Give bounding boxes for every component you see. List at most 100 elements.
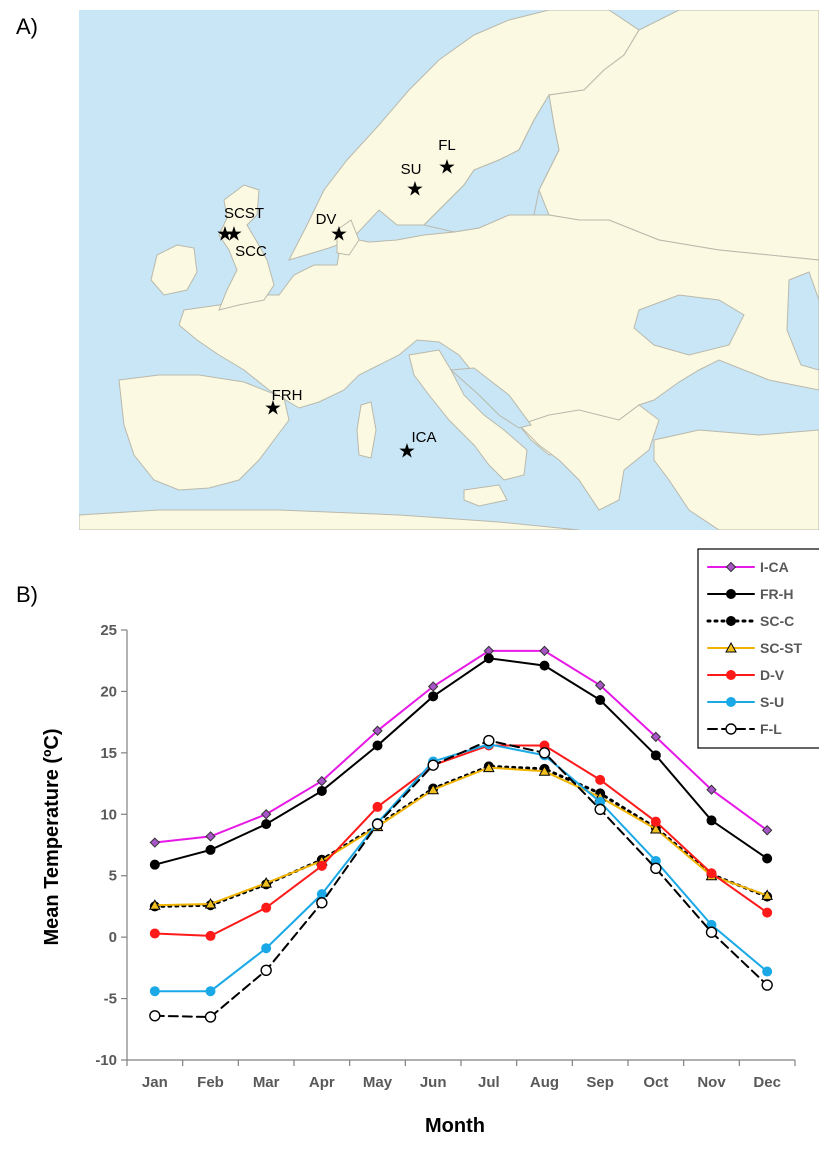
series-line bbox=[153, 766, 769, 907]
data-point bbox=[205, 844, 216, 855]
series-f-l bbox=[149, 734, 773, 1023]
inland-seas bbox=[423, 93, 819, 429]
data-point bbox=[539, 645, 550, 657]
data-point bbox=[316, 860, 327, 871]
site-marker-su: ★ bbox=[406, 178, 424, 200]
data-point bbox=[148, 899, 161, 910]
land-sardinia bbox=[356, 401, 377, 459]
data-point bbox=[762, 907, 773, 918]
data-point bbox=[726, 670, 736, 680]
series-d-v bbox=[149, 740, 773, 941]
x-tick-label: Nov bbox=[697, 1074, 726, 1091]
chart-series bbox=[148, 645, 774, 1023]
sea-baltic bbox=[423, 93, 560, 233]
data-point bbox=[762, 853, 773, 864]
data-point bbox=[204, 1011, 217, 1023]
data-point bbox=[706, 815, 717, 826]
land-balkans bbox=[518, 404, 660, 511]
data-point bbox=[594, 803, 606, 816]
x-tick-label: Sep bbox=[586, 1074, 614, 1091]
land-italy bbox=[408, 349, 528, 481]
y-axis-label: Mean Temperature (ºC) bbox=[41, 729, 63, 946]
y-tick-label: 15 bbox=[100, 745, 117, 762]
data-point bbox=[726, 589, 736, 599]
x-tick-label: May bbox=[363, 1074, 393, 1091]
series-line bbox=[153, 739, 769, 1019]
legend-entry: F-L bbox=[707, 721, 782, 737]
site-label-su: SU bbox=[401, 161, 422, 178]
legend-entry: D-V bbox=[707, 667, 785, 683]
data-point bbox=[372, 740, 383, 751]
legend-label: D-V bbox=[760, 667, 785, 683]
data-point bbox=[261, 943, 272, 954]
x-tick-label: Mar bbox=[253, 1074, 280, 1091]
site-label-dv: DV bbox=[316, 211, 337, 228]
panel-a-label: A) bbox=[16, 14, 38, 39]
series-fr-h bbox=[149, 653, 773, 870]
europe-map-svg: ★ FL ★ SU ★ DV ★ ★ SCST SCC ★ FRH ★ ICA bbox=[78, 9, 819, 531]
data-point bbox=[725, 641, 737, 653]
legend-label: FR-H bbox=[760, 586, 793, 602]
data-point bbox=[260, 964, 272, 977]
y-tick-label: -10 bbox=[95, 1052, 117, 1069]
legend-label: SC-C bbox=[760, 613, 794, 629]
y-tick-label: 10 bbox=[100, 806, 117, 823]
data-point bbox=[260, 809, 272, 820]
data-point bbox=[371, 818, 384, 830]
x-tick-label: Jan bbox=[142, 1074, 168, 1091]
land-iberia bbox=[118, 374, 290, 491]
series-line bbox=[153, 744, 769, 937]
legend-entry: SC-C bbox=[706, 613, 794, 629]
data-point bbox=[725, 561, 737, 573]
site-label-ica: ICA bbox=[411, 429, 436, 446]
data-point bbox=[650, 731, 662, 743]
data-point bbox=[149, 859, 160, 870]
data-point bbox=[761, 889, 774, 900]
y-tick-label: 5 bbox=[109, 868, 117, 885]
data-point bbox=[705, 926, 718, 938]
sea-caspian bbox=[786, 271, 819, 371]
x-tick-label: Feb bbox=[197, 1074, 224, 1091]
legend-label: SC-ST bbox=[760, 640, 802, 656]
data-point bbox=[538, 765, 551, 776]
land-ireland bbox=[150, 244, 198, 296]
sea-black bbox=[633, 294, 745, 356]
data-point bbox=[316, 897, 328, 909]
data-point bbox=[149, 1010, 161, 1022]
land-great-britain bbox=[218, 184, 275, 311]
legend-label: F-L bbox=[760, 721, 782, 737]
site-marker-dv: ★ bbox=[330, 223, 348, 245]
legend-entry: S-U bbox=[707, 694, 784, 710]
data-point bbox=[205, 986, 216, 997]
data-point bbox=[427, 681, 439, 692]
land-sicily bbox=[463, 484, 508, 507]
x-tick-label: Oct bbox=[643, 1074, 668, 1091]
series-line bbox=[153, 657, 769, 866]
data-point bbox=[372, 801, 383, 812]
site-marker-frh: ★ bbox=[264, 397, 282, 419]
y-tick-label: -5 bbox=[104, 991, 117, 1008]
site-markers: ★ FL ★ SU ★ DV ★ ★ SCST SCC ★ FRH ★ ICA bbox=[216, 137, 456, 462]
data-point bbox=[205, 930, 216, 941]
data-point bbox=[149, 928, 160, 939]
panel-b-label: B) bbox=[16, 582, 38, 607]
data-point bbox=[482, 761, 495, 773]
land-masses bbox=[78, 9, 819, 531]
data-point bbox=[316, 775, 328, 787]
data-point bbox=[726, 616, 736, 626]
data-point bbox=[706, 868, 717, 879]
data-point bbox=[650, 816, 661, 827]
site-marker-fl: ★ bbox=[438, 156, 456, 178]
series-line bbox=[153, 743, 769, 993]
data-point bbox=[725, 723, 737, 735]
data-point bbox=[427, 759, 439, 771]
series-i-ca bbox=[149, 645, 773, 848]
legend-entry: FR-H bbox=[707, 586, 793, 602]
y-tick-label: 25 bbox=[100, 622, 117, 639]
data-point bbox=[650, 750, 661, 761]
legend-entry: I-CA bbox=[707, 559, 789, 575]
data-point bbox=[149, 986, 160, 997]
data-point bbox=[538, 747, 551, 759]
x-tick-label: Apr bbox=[309, 1074, 335, 1091]
legend-entry: SC-ST bbox=[707, 640, 802, 656]
